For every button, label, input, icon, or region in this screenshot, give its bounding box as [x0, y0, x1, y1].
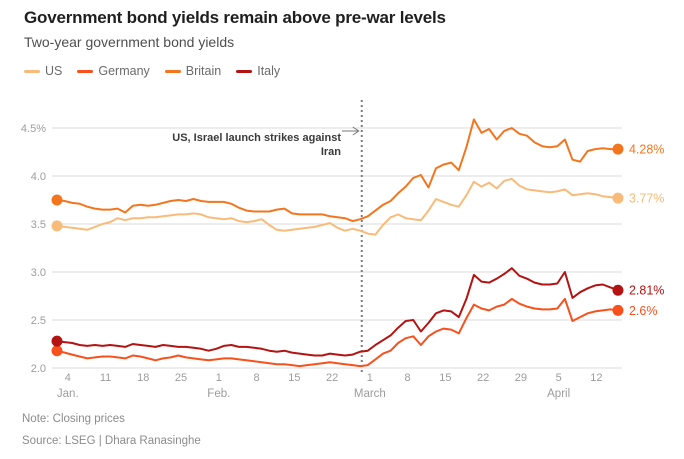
- chart-note: Note: Closing prices: [22, 413, 125, 425]
- series-start-dot-us: [51, 220, 63, 232]
- legend-label-italy: Italy: [257, 64, 281, 78]
- x-axis-month-label: April: [547, 388, 570, 400]
- y-axis-tick-label: 3.0: [31, 267, 46, 279]
- event-annotation-line2: Iran: [320, 146, 341, 158]
- series-end-dot-us: [612, 192, 624, 204]
- legend-item-italy: Italy: [236, 64, 280, 78]
- x-axis-tick-label: 8: [254, 372, 260, 384]
- x-axis-tick-label: 5: [556, 372, 562, 384]
- y-axis-tick-label: 2.0: [31, 363, 46, 375]
- page-title: Government bond yields remain above pre-…: [24, 8, 446, 27]
- y-axis-tick-label: 3.5: [31, 219, 46, 231]
- series-end-value-britain: 4.28%: [629, 143, 664, 157]
- legend-label-us: US: [45, 64, 63, 78]
- legend-swatch-us-icon: [24, 69, 40, 73]
- x-axis-tick-label: 1: [216, 372, 222, 384]
- x-axis-month-label: Jan.: [57, 388, 79, 400]
- line-chart: 4.5% 4.0 3.5 3.0 2.5 2.0 4 11 18 25 1 8 15 22 1 8 15 22 29…: [0, 88, 684, 408]
- chart-source: Source: LSEG | Dhara Ranasinghe: [22, 435, 201, 447]
- series-line-italy: [56, 267, 619, 357]
- series-end-value-germany: 2.6%: [629, 304, 658, 318]
- legend-swatch-britain-icon: [164, 69, 181, 73]
- series-start-dot-italy: [51, 335, 63, 347]
- legend-item-britain: Britain: [164, 64, 222, 78]
- x-axis-tick-label: 29: [515, 372, 527, 384]
- x-axis-tick-label: 4: [65, 372, 71, 384]
- x-axis-tick-label: 25: [175, 372, 187, 384]
- x-axis-tick-label: 15: [439, 372, 451, 384]
- series-end-value-italy: 2.81%: [629, 284, 664, 298]
- series-line-germany: [56, 297, 619, 368]
- x-axis-tick-label: 12: [590, 372, 602, 384]
- y-axis-tick-label: 2.5: [31, 315, 46, 327]
- y-axis-tick-label: 4.0: [31, 171, 46, 183]
- legend-label-germany: Germany: [98, 64, 150, 78]
- x-axis-tick-label: 22: [326, 372, 338, 384]
- x-axis-tick-label: 1: [367, 372, 373, 384]
- x-axis-tick-label: 15: [288, 372, 300, 384]
- chart-canvas: 4.5%4.03.53.02.52.04 11 18 25 1 8 15 22 1 8 15 22 29…: [21, 100, 664, 400]
- series-end-value-us: 3.77%: [629, 192, 664, 206]
- series-end-dot-italy: [612, 284, 624, 296]
- event-annotation-line1: US, Israel launch strikes against: [172, 132, 341, 144]
- event-annotation: US, Israel launch strikes against Iran: [0, 131, 341, 159]
- chart-legend: US Germany Britain Italy: [24, 64, 280, 78]
- x-axis-month-label: Feb.: [207, 388, 230, 400]
- legend-item-germany: Germany: [77, 64, 150, 78]
- legend-label-britain: Britain: [185, 64, 222, 78]
- series-start-dot-britain: [51, 194, 63, 206]
- series-start-dot-germany: [51, 345, 63, 357]
- x-axis-month-label: March: [354, 388, 386, 400]
- series-line-britain: [56, 118, 619, 223]
- chart-subtitle: Two-year government bond yields: [24, 34, 235, 50]
- legend-swatch-italy-icon: [236, 69, 253, 73]
- y-axis-tick-label: 4.5%: [21, 123, 46, 135]
- series-end-dot-britain: [612, 143, 624, 155]
- x-axis-tick-label: 18: [137, 372, 149, 384]
- x-axis-tick-label: 11: [100, 372, 111, 384]
- annotation-arrowhead-icon: [352, 126, 360, 136]
- legend-item-us: US: [24, 64, 62, 78]
- series-line-us: [56, 177, 619, 236]
- series-end-dot-germany: [612, 304, 624, 316]
- legend-swatch-germany-icon: [77, 69, 94, 73]
- x-axis-tick-label: 8: [405, 372, 411, 384]
- x-axis-tick-label: 22: [477, 372, 489, 384]
